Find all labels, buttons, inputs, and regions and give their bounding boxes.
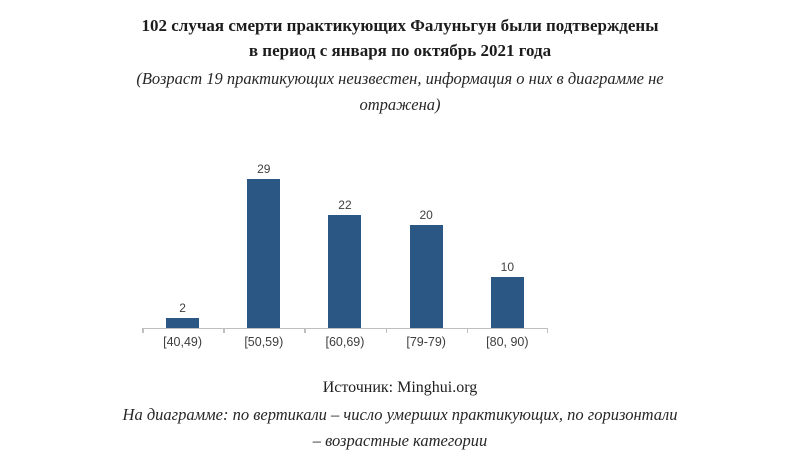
bar-chart: 2 29 22 20 10 [40,49) [50,59) [60,69) [79-79) [8… (142, 158, 548, 349)
bar-value-label: 2 (179, 300, 186, 315)
bar-column: 20 (386, 208, 467, 328)
chart-footer: Источник: Minghui.org На диаграмме: по в… (0, 379, 800, 450)
category-label: [79-79) (406, 335, 446, 349)
bar-value-label: 10 (500, 259, 515, 274)
chart-header: 102 случая смерти практикующих Фалуньгун… (0, 0, 800, 118)
category-label: [50,59) (244, 335, 284, 349)
axis-tick (142, 329, 144, 333)
bar-value-label: 22 (338, 197, 352, 212)
bar (328, 214, 362, 328)
category-label: [60,69) (325, 335, 365, 349)
bars-area: 2 29 22 20 10 (142, 158, 548, 328)
axis-tick (304, 329, 306, 333)
bar (490, 276, 524, 328)
bar-column: 22 (304, 198, 385, 328)
source-text: Источник: Minghui.org (322, 379, 478, 396)
axis-tick (546, 329, 548, 333)
chart-title-line-2: в период с января по октябрь 2021 года (248, 41, 552, 60)
axis-tick (466, 329, 469, 333)
category-label: [40,49) (163, 335, 203, 349)
bar (247, 178, 281, 328)
category-label: [80, 90) (486, 335, 529, 349)
caption-text: На диаграмме: по вертикали – число умерш… (122, 405, 678, 450)
axis-tick (223, 329, 225, 333)
bar-value-label: 29 (257, 161, 271, 176)
x-axis (142, 328, 548, 333)
bar-column: 10 (467, 259, 548, 328)
bar-column: 2 (142, 301, 223, 328)
chart-title-line-1: 102 случая смерти практикующих Фалуньгун… (141, 16, 659, 35)
bar (409, 225, 443, 328)
category-axis-labels: [40,49) [50,59) [60,69) [79-79) [80, 90) (142, 329, 548, 349)
bar-column: 29 (223, 162, 304, 328)
bar (166, 317, 200, 328)
axis-tick (385, 329, 388, 333)
bar-value-label: 20 (419, 208, 433, 222)
chart-subtitle: (Возраст 19 практикующих неизвестен, инф… (136, 69, 664, 114)
